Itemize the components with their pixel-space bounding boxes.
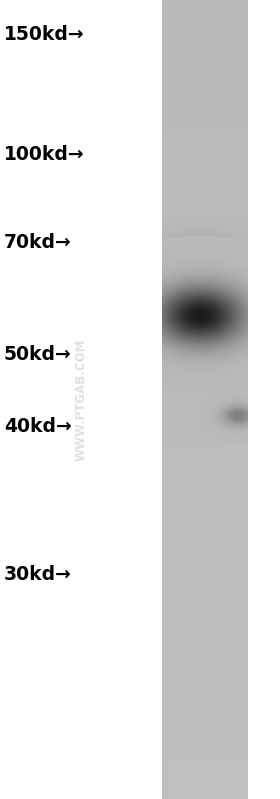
Text: 50kd→: 50kd→: [4, 345, 72, 364]
Text: 150kd→: 150kd→: [4, 26, 85, 45]
Text: 100kd→: 100kd→: [4, 145, 85, 165]
Text: WWW.PTGAB.COM: WWW.PTGAB.COM: [74, 338, 87, 461]
Text: 40kd→: 40kd→: [4, 418, 72, 436]
Bar: [0, 0, 162, 799]
Text: 30kd→: 30kd→: [4, 566, 72, 585]
Text: 70kd→: 70kd→: [4, 233, 72, 252]
Bar: [248, 0, 280, 799]
